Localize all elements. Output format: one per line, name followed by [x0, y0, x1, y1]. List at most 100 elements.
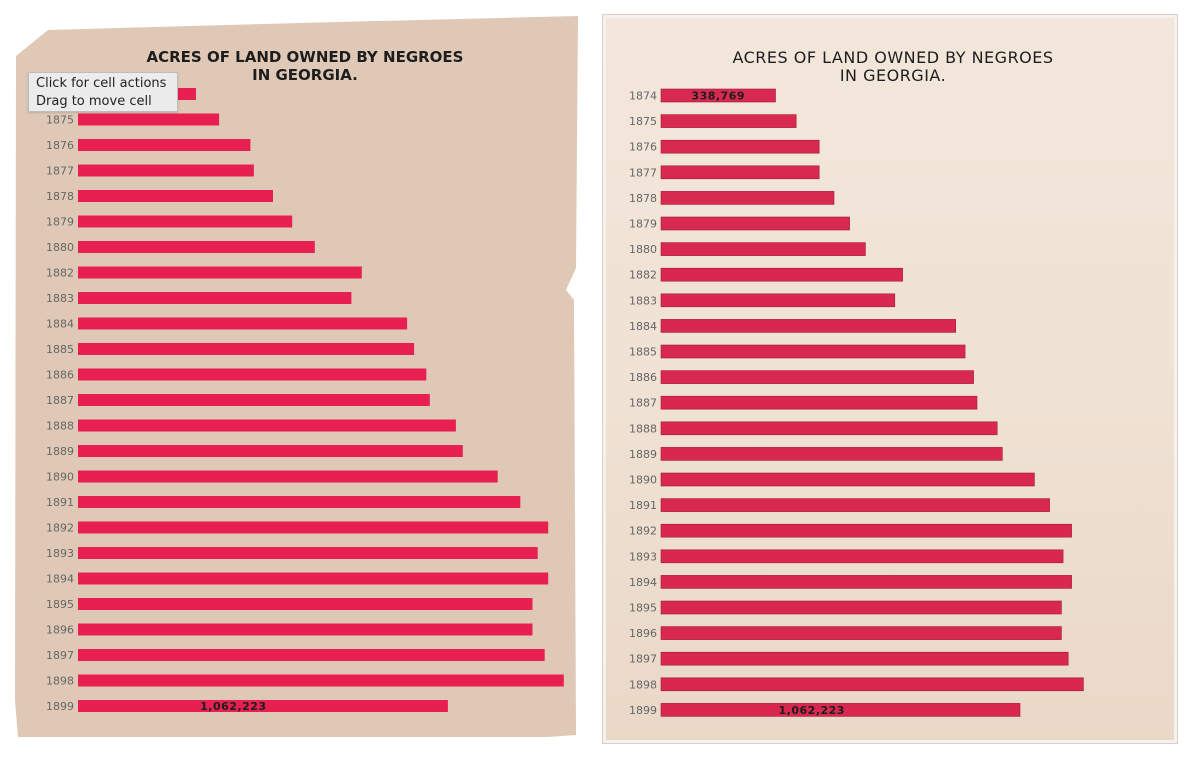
data-label-1899: 1,062,223 [779, 704, 845, 717]
year-label-1899: 1899 [46, 700, 74, 713]
year-label-1888: 1888 [46, 420, 74, 433]
bar-1896 [78, 623, 533, 636]
year-label-1897: 1897 [629, 653, 657, 666]
bar-1898 [660, 677, 1084, 692]
bar-1879 [660, 216, 850, 231]
year-label-1877: 1877 [46, 165, 74, 178]
year-label-1885: 1885 [629, 346, 657, 359]
year-label-1898: 1898 [46, 675, 74, 688]
year-label-1885: 1885 [46, 343, 74, 356]
year-label-1876: 1876 [46, 139, 74, 152]
bar-1890 [78, 470, 498, 483]
year-label-1887: 1887 [46, 394, 74, 407]
bar-1885 [660, 344, 966, 359]
year-label-1894: 1894 [629, 576, 657, 589]
year-label-1878: 1878 [629, 192, 657, 205]
year-label-1880: 1880 [629, 243, 657, 256]
data-label-1874: 338,769 [691, 90, 745, 103]
year-label-1896: 1896 [629, 627, 657, 640]
bar-1877 [78, 164, 254, 177]
year-label-1887: 1887 [629, 397, 657, 410]
bar-1895 [660, 600, 1062, 615]
chart-title-line2: IN GEORGIA. [840, 66, 946, 85]
year-label-1894: 1894 [46, 573, 74, 586]
year-label-1892: 1892 [46, 522, 74, 535]
tooltip-line1: Click for cell actions [36, 76, 167, 91]
year-label-1883: 1883 [629, 294, 657, 307]
bar-1875 [660, 114, 797, 128]
bar-1882 [660, 267, 903, 282]
bar-1894 [78, 572, 549, 585]
year-label-1886: 1886 [629, 371, 657, 384]
right-chart-svg: ACRES OF LAND OWNED BY NEGROES IN GEORGI… [629, 48, 1084, 717]
year-label-1879: 1879 [629, 218, 657, 231]
bar-1884 [660, 319, 957, 333]
bar-1874 [660, 88, 776, 103]
year-label-1897: 1897 [46, 649, 74, 662]
year-label-1882: 1882 [46, 267, 74, 280]
bar-1875 [78, 113, 220, 126]
bar-1888 [660, 421, 998, 436]
year-label-1895: 1895 [46, 598, 74, 611]
year-label-1891: 1891 [629, 499, 657, 512]
year-label-1899: 1899 [629, 704, 657, 717]
year-label-1898: 1898 [629, 678, 657, 691]
bar-1880 [660, 242, 866, 256]
year-label-1883: 1883 [46, 292, 74, 305]
year-label-1892: 1892 [629, 525, 657, 538]
year-label-1878: 1878 [46, 190, 74, 203]
bar-1895 [78, 598, 533, 610]
year-label-1889: 1889 [46, 445, 74, 458]
left-chart-svg: ACRES OF LAND OWNED BY NEGROES IN GEORGI… [15, 16, 578, 737]
bar-1890 [660, 472, 1035, 487]
bar-1889 [78, 445, 463, 457]
bar-1878 [78, 190, 273, 202]
bar-1879 [78, 215, 293, 228]
bar-1891 [78, 496, 521, 508]
bar-1882 [78, 266, 362, 279]
year-label-1877: 1877 [629, 166, 657, 179]
year-label-1876: 1876 [629, 141, 657, 154]
bar-1877 [660, 165, 820, 180]
year-label-1889: 1889 [629, 448, 657, 461]
year-label-1884: 1884 [629, 320, 657, 333]
year-label-1893: 1893 [46, 547, 74, 560]
bar-1884 [78, 317, 408, 330]
bar-1892 [660, 523, 1072, 538]
chart-title-line1: ACRES OF LAND OWNED BY NEGROES [147, 48, 464, 66]
bar-1876 [78, 139, 251, 151]
year-label-1890: 1890 [629, 474, 657, 487]
bar-1886 [660, 370, 974, 384]
bar-1883 [78, 292, 352, 304]
chart-title-line1: ACRES OF LAND OWNED BY NEGROES [732, 48, 1053, 67]
bar-1876 [660, 139, 820, 154]
bar-1883 [660, 293, 896, 308]
cell-actions-tooltip[interactable]: Click for cell actions Drag to move cell [28, 72, 178, 112]
year-label-1879: 1879 [46, 216, 74, 229]
bar-1893 [78, 547, 538, 559]
year-label-1886: 1886 [46, 369, 74, 382]
bar-1885 [78, 343, 415, 355]
bar-1897 [660, 651, 1069, 666]
bar-1880 [78, 241, 315, 253]
tooltip-line2: Drag to move cell [36, 94, 152, 109]
bar-1899 [660, 703, 1021, 717]
bar-1892 [78, 521, 549, 534]
right-chart-panel: ACRES OF LAND OWNED BY NEGROES IN GEORGI… [600, 14, 1180, 744]
year-label-1890: 1890 [46, 471, 74, 484]
bar-1888 [78, 419, 456, 432]
year-label-1882: 1882 [629, 269, 657, 282]
data-label-1899: 1,062,223 [200, 700, 266, 713]
bar-1887 [660, 395, 978, 410]
year-label-1895: 1895 [629, 602, 657, 615]
bar-1886 [78, 368, 427, 381]
year-label-1875: 1875 [629, 115, 657, 128]
year-label-1874: 1874 [629, 90, 657, 103]
bar-1891 [660, 498, 1050, 512]
bar-1889 [660, 447, 1003, 461]
bar-1899 [78, 700, 448, 712]
bar-1878 [660, 191, 835, 205]
bar-1893 [660, 549, 1064, 564]
chart-title-line2: IN GEORGIA. [252, 66, 358, 84]
bar-1896 [660, 626, 1062, 640]
